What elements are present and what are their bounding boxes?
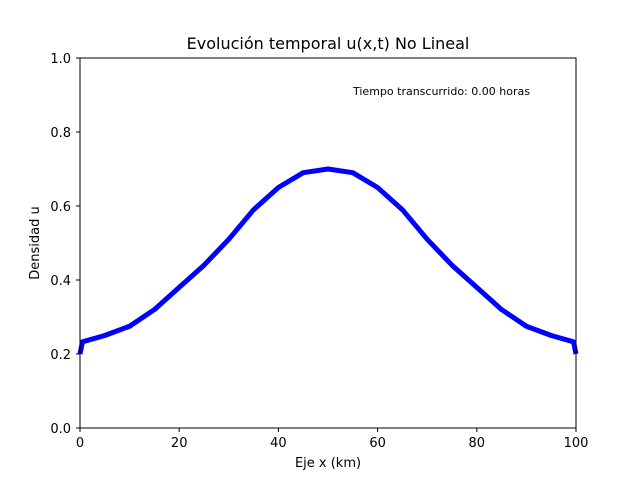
x-tick-label: 60 — [369, 436, 386, 451]
x-axis-label: Eje x (km) — [295, 456, 361, 471]
y-tick-label: 0.0 — [50, 422, 71, 437]
y-tick-label: 1.0 — [50, 52, 71, 67]
chart-title: Evolución temporal u(x,t) No Lineal — [187, 34, 470, 53]
y-tick-label: 0.2 — [50, 348, 71, 363]
x-tick-label: 20 — [171, 436, 188, 451]
x-tick-label: 0 — [76, 436, 84, 451]
plot-series — [77, 166, 579, 355]
x-tick-label: 40 — [270, 436, 287, 451]
plot-frame — [79, 57, 577, 429]
y-tick-label: 0.4 — [50, 274, 71, 289]
x-tick-label: 100 — [564, 436, 589, 451]
axis-ticks: 0 20 40 60 80 100 0.0 0.2 0.4 0.6 0.8 1.0 — [50, 52, 588, 451]
x-tick-label: 80 — [469, 436, 486, 451]
elapsed-time-annotation: Tiempo transcurrido: 0.00 horas — [352, 85, 530, 98]
y-tick-label: 0.6 — [50, 200, 71, 215]
y-tick-label: 0.8 — [50, 126, 71, 141]
y-axis-label: Densidad u — [28, 206, 43, 279]
